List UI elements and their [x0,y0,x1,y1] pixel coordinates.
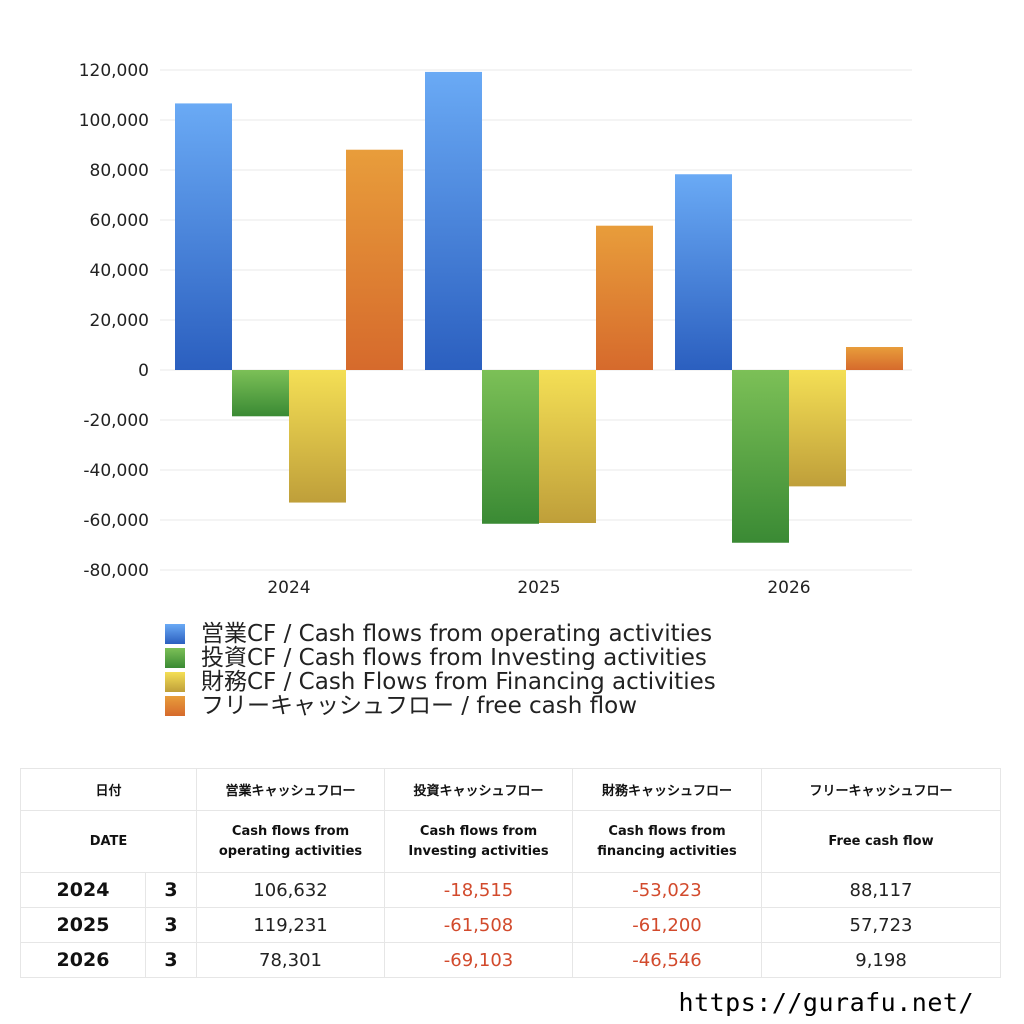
bar-operating-2026 [675,174,732,370]
header-date-jp: 日付 [19,768,198,811]
table-row: 2026 3 78,301 -69,103 -46,546 9,198 [20,942,1002,978]
table-header-row-en: DATE Cash flows from operating activities… [19,810,1002,873]
y-tick-label: 80,000 [90,161,149,181]
legend-swatch-investing [165,648,185,668]
y-tick-label: 100,000 [79,111,149,131]
chart-legend: 営業CF / Cash flows from operating activit… [165,622,716,718]
row-financing-value: -61,200 [572,907,763,943]
legend-swatch-financing [165,672,185,692]
header-free-cash-flow-jp: フリーキャッシュフロー [761,768,1002,811]
row-month: 3 [144,872,198,908]
y-tick-label: 20,000 [90,311,149,331]
header-financing-en-line2: financing activities [597,843,737,859]
row-operating-value: 106,632 [196,872,386,908]
bar-free-cash-flow-2024 [346,149,403,370]
bar-operating-2025 [425,71,482,371]
x-tick-label: 2026 [767,578,810,598]
legend-label-financing: 財務CF / Cash Flows from Financing activit… [201,669,716,695]
legend-label-investing: 投資CF / Cash flows from Investing activit… [201,645,707,671]
legend-item-investing: 投資CF / Cash flows from Investing activit… [165,646,716,670]
header-operating-en-line1: Cash flows from [231,823,350,839]
cash-flow-table: 日付 営業キャッシュフロー 投資キャッシュフロー 財務キャッシュフロー フリーキ… [19,768,1002,978]
legend-swatch-free-cash-flow [165,696,185,716]
header-investing-en-line2: Investing activities [408,843,549,859]
y-tick-label: -40,000 [83,461,149,481]
bar-financing-2024 [289,370,346,503]
y-tick-label: -20,000 [83,411,149,431]
legend-label-free-cash-flow: フリーキャッシュフロー / free cash flow [201,693,638,719]
legend-item-free-cash-flow: フリーキャッシュフロー / free cash flow [165,694,716,718]
legend-item-operating: 営業CF / Cash flows from operating activit… [165,622,716,646]
bars [175,71,903,543]
y-tick-label: -80,000 [83,561,149,581]
y-axis-ticks: 120,000 100,000 80,000 60,000 40,000 20,000 0 -… [79,61,149,581]
x-tick-label: 2024 [267,578,310,598]
source-url-link[interactable]: https://gurafu.net/ [678,988,974,1017]
header-investing-jp: 投資キャッシュフロー [384,768,574,811]
row-investing-value: -69,103 [384,942,574,978]
row-free-cash-flow-value: 88,117 [761,872,1002,908]
x-axis-ticks: 2024 2025 2026 [267,578,810,598]
header-free-cash-flow-en: Free cash flow [761,810,1002,873]
bar-free-cash-flow-2026 [846,347,903,370]
row-investing-value: -61,508 [384,907,574,943]
y-tick-label: 120,000 [79,61,149,81]
row-year: 2026 [20,942,146,978]
bar-operating-2024 [175,103,232,371]
y-tick-label: 0 [138,361,149,381]
header-investing-en: Cash flows from Investing activities [384,810,574,873]
row-operating-value: 78,301 [196,942,386,978]
row-month: 3 [144,942,198,978]
legend-item-financing: 財務CF / Cash Flows from Financing activit… [165,670,716,694]
row-investing-value: -18,515 [384,872,574,908]
row-year: 2024 [20,872,146,908]
legend-swatch-operating [165,624,185,644]
header-operating-en: Cash flows from operating activities [196,810,386,873]
header-operating-en-line2: operating activities [218,843,363,859]
row-operating-value: 119,231 [196,907,386,943]
table-header-row-jp: 日付 営業キャッシュフロー 投資キャッシュフロー 財務キャッシュフロー フリーキ… [19,768,1002,811]
row-free-cash-flow-value: 9,198 [761,942,1002,978]
legend-label-operating: 営業CF / Cash flows from operating activit… [201,621,713,647]
y-tick-label: -60,000 [83,511,149,531]
row-free-cash-flow-value: 57,723 [761,907,1002,943]
bar-investing-2025 [482,370,539,524]
row-year: 2025 [20,907,146,943]
bar-investing-2024 [232,370,289,417]
x-tick-label: 2025 [517,578,560,598]
header-date-en: DATE [19,810,198,873]
header-financing-en-line1: Cash flows from [608,823,726,839]
y-tick-label: 40,000 [90,261,149,281]
header-financing-jp: 財務キャッシュフロー [572,768,763,811]
header-operating-jp: 営業キャッシュフロー [196,768,386,811]
row-month: 3 [144,907,198,943]
row-financing-value: -53,023 [572,872,763,908]
cash-flow-bar-chart: 120,000 100,000 80,000 60,000 40,000 20,000 0 -… [79,61,912,598]
header-investing-en-line1: Cash flows from [419,823,538,839]
bar-free-cash-flow-2025 [596,225,653,370]
bar-financing-2025 [539,370,596,523]
bar-financing-2026 [789,370,846,487]
header-free-cash-flow-en-line1: Free cash flow [828,833,934,849]
table-row: 2025 3 119,231 -61,508 -61,200 57,723 [20,907,1002,943]
header-financing-en: Cash flows from financing activities [572,810,763,873]
table-row: 2024 3 106,632 -18,515 -53,023 88,117 [20,872,1002,908]
row-financing-value: -46,546 [572,942,763,978]
y-tick-label: 60,000 [90,211,149,231]
bar-investing-2026 [732,370,789,543]
